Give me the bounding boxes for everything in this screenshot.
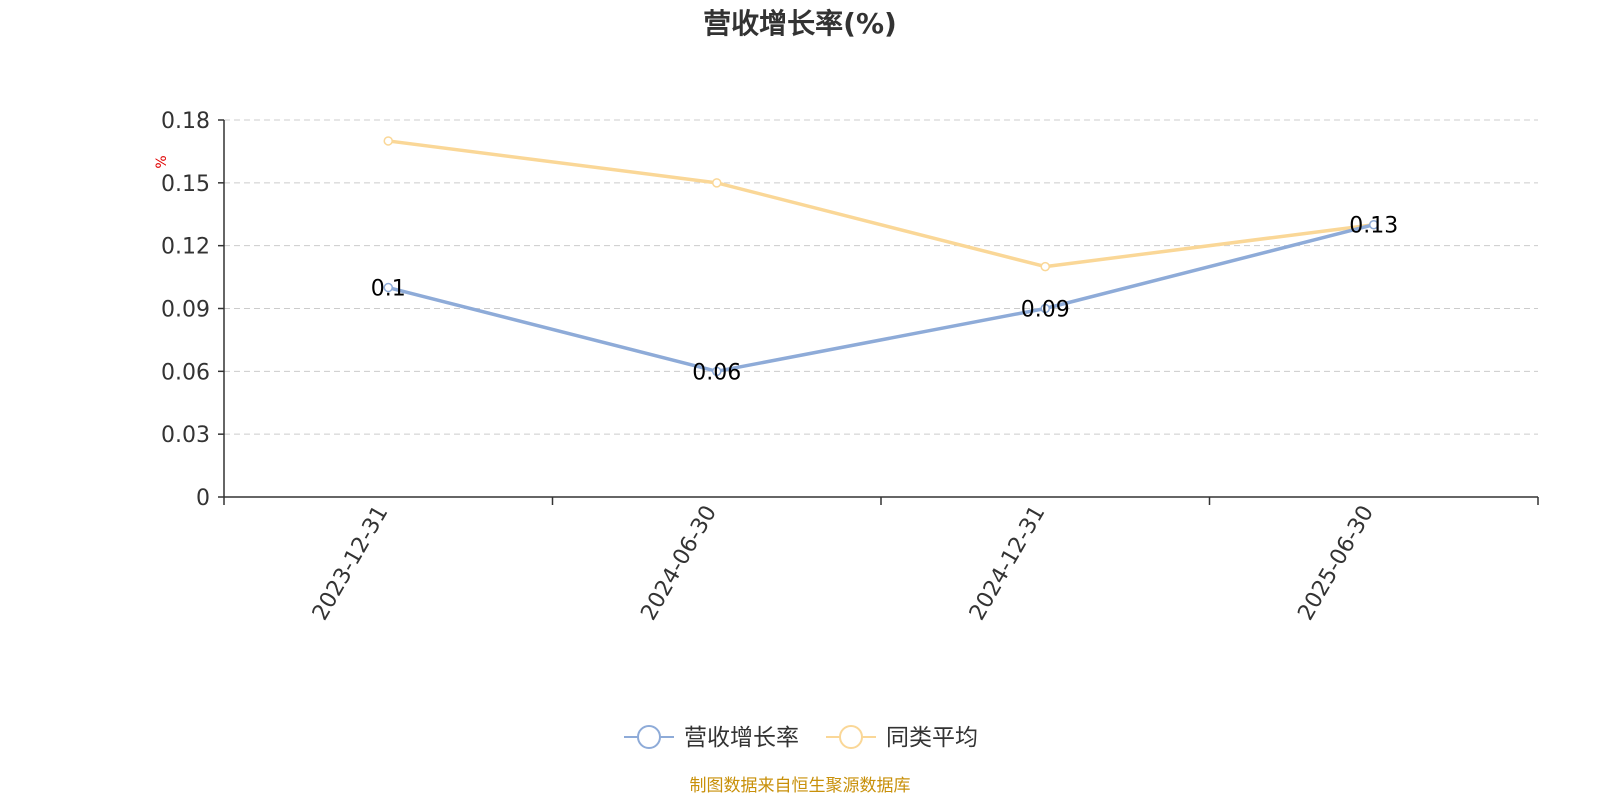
y-tick-label: 0.18 bbox=[161, 109, 210, 134]
data-label: 0.13 bbox=[1349, 214, 1398, 239]
data-point-s1-2[interactable] bbox=[1040, 261, 1050, 272]
data-point-s0-0[interactable] bbox=[383, 282, 393, 293]
y-tick-label: 0.09 bbox=[161, 298, 210, 323]
y-tick-label: 0 bbox=[196, 486, 210, 511]
data-point-s0-2[interactable] bbox=[1040, 303, 1050, 314]
data-label: 0.09 bbox=[1021, 298, 1070, 323]
y-tick-label: 0.15 bbox=[161, 172, 210, 197]
legend-label-0[interactable]: 营收增长率 bbox=[684, 725, 799, 751]
legend[interactable]: 营收增长率 同类平均 bbox=[624, 725, 978, 751]
legend-marker-0 bbox=[637, 725, 661, 749]
y-axis-label: % bbox=[154, 155, 170, 168]
data-label: 0.06 bbox=[692, 360, 741, 385]
legend-label-1[interactable]: 同类平均 bbox=[886, 725, 978, 751]
series-group bbox=[383, 136, 1379, 377]
data-point-s1-1[interactable] bbox=[712, 178, 722, 188]
y-tick-label: 0.03 bbox=[161, 423, 210, 448]
chart-title: 营收增长率(%) bbox=[703, 7, 897, 40]
series-line-0 bbox=[387, 223, 1375, 374]
x-tick-label: 2024-06-30 bbox=[636, 502, 722, 625]
x-tick-label: 2023-12-31 bbox=[308, 502, 394, 625]
series-line-1 bbox=[388, 139, 1374, 269]
x-tick-label: 2025-06-30 bbox=[1293, 502, 1379, 625]
source-note: 制图数据来自恒生聚源数据库 bbox=[690, 776, 911, 796]
x-tick-label: 2024-12-31 bbox=[965, 502, 1051, 625]
y-tick-label: 0.12 bbox=[161, 235, 210, 260]
grid-lines bbox=[224, 119, 1538, 435]
data-point-s1-0[interactable] bbox=[383, 136, 393, 146]
y-tick-label: 0.06 bbox=[161, 360, 210, 385]
axes: 0 0.03 0.06 0.09 0.12 0.15 0.18 2023-12-31 2024-… bbox=[161, 109, 1539, 625]
legend-marker-1 bbox=[839, 725, 863, 749]
data-labels: 0.1 0.06 0.09 0.13 bbox=[371, 214, 1398, 386]
data-point-s0-1[interactable] bbox=[712, 366, 722, 377]
data-label: 0.1 bbox=[371, 277, 406, 302]
data-point-s0-3[interactable] bbox=[1369, 219, 1379, 230]
